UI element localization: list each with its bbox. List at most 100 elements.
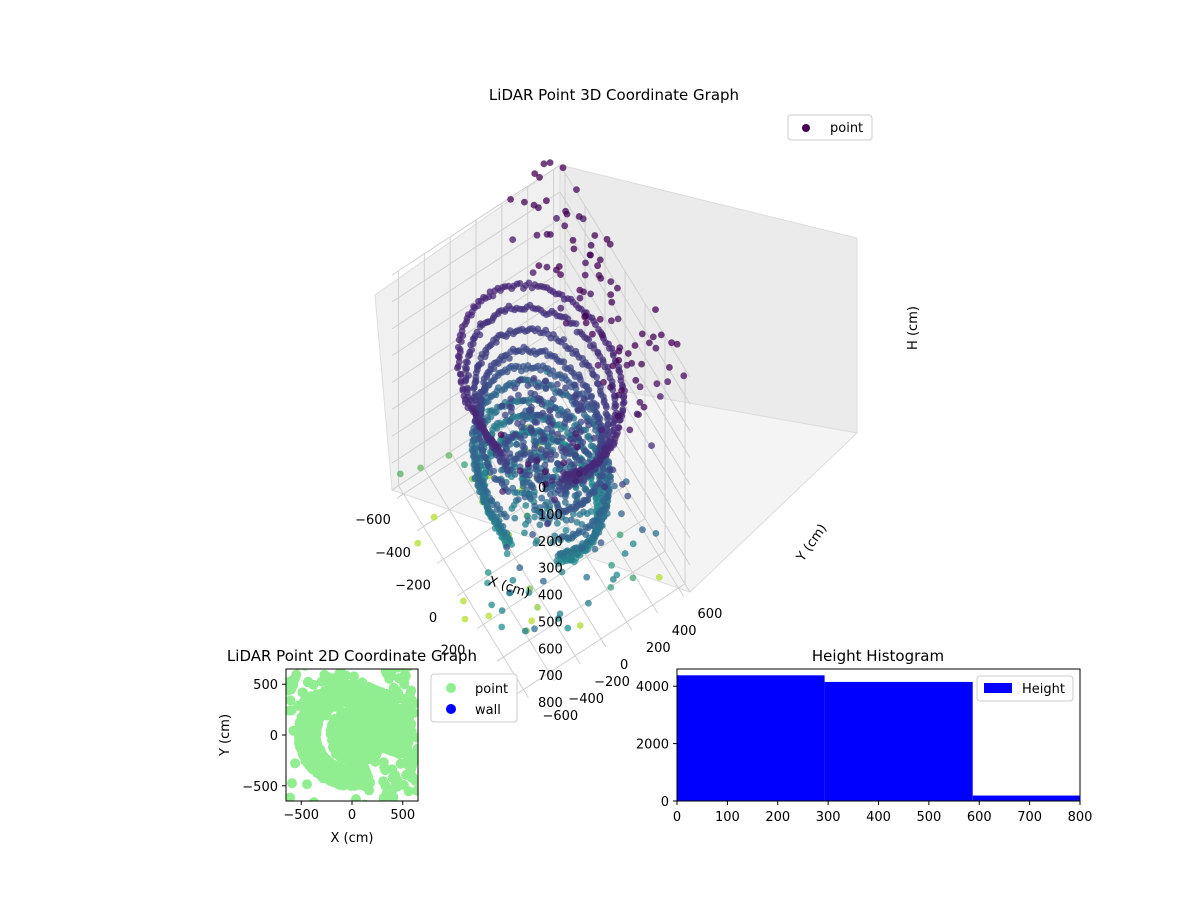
data-point-2d xyxy=(411,732,418,743)
data-point-3d xyxy=(498,623,506,631)
data-point-3d xyxy=(558,568,566,576)
points-2d xyxy=(286,669,418,801)
data-point-3d xyxy=(588,400,596,407)
data-point-3d xyxy=(589,330,596,338)
data-point-3d xyxy=(527,482,535,490)
data-point-3d xyxy=(497,431,505,439)
data-point-3d xyxy=(540,577,547,585)
data-point-3d xyxy=(559,164,567,172)
data-point-3d xyxy=(480,379,487,386)
data-point-3d xyxy=(569,439,577,447)
data-point-3d xyxy=(557,444,565,452)
data-point-3d xyxy=(455,336,463,344)
data-point-3d xyxy=(516,376,524,384)
data-point-3d xyxy=(554,487,562,494)
data-point-3d xyxy=(484,579,491,587)
data-point-3d xyxy=(537,509,545,517)
data-point-3d xyxy=(548,477,556,485)
data-point-3d xyxy=(606,466,614,474)
data-point-3d xyxy=(599,358,607,366)
data-point-3d xyxy=(477,354,485,362)
data-point-2d xyxy=(286,705,295,716)
data-point-3d xyxy=(539,409,547,417)
data-point-3d xyxy=(556,550,564,558)
data-point-3d xyxy=(570,245,578,253)
data-point-3d xyxy=(582,259,589,267)
data-point-2d xyxy=(290,758,301,769)
data-point-3d xyxy=(474,472,482,479)
data-point-3d xyxy=(556,610,564,618)
data-point-3d xyxy=(591,232,599,239)
data-point-3d xyxy=(652,530,660,537)
data-point-3d xyxy=(547,456,555,463)
data-point-3d xyxy=(593,410,601,418)
data-point-3d xyxy=(480,452,488,460)
grid-line-z xyxy=(391,164,561,276)
data-point-2d xyxy=(388,792,399,801)
data-point-3d xyxy=(528,427,536,435)
data-point-3d xyxy=(636,383,644,391)
data-point-3d xyxy=(585,432,592,440)
legend-3d-box xyxy=(787,114,873,141)
data-point-3d xyxy=(595,510,603,517)
data-point-3d xyxy=(396,470,404,478)
y-tick-label: −200 xyxy=(594,675,630,690)
data-point-3d xyxy=(591,545,599,553)
data-point-3d xyxy=(606,344,613,352)
data-point-3d xyxy=(619,481,626,488)
data-point-3d xyxy=(597,390,605,398)
y-axis-3d-label: Y (cm) xyxy=(793,521,830,565)
data-point-3d xyxy=(577,376,584,384)
data-point-3d xyxy=(509,236,517,244)
data-point-3d xyxy=(567,516,575,524)
data-point-3d xyxy=(562,384,569,392)
data-point-3d xyxy=(509,576,517,584)
data-point-3d xyxy=(454,364,461,372)
data-point-2d xyxy=(316,676,327,687)
grid-line-z xyxy=(559,352,691,566)
grid-line-z xyxy=(391,191,561,303)
histogram-y-axis: 0 2000 4000 xyxy=(636,680,677,810)
data-point-3d xyxy=(608,298,616,306)
data-point-3d xyxy=(555,460,562,468)
data-point-3d xyxy=(493,506,501,513)
z-tick-label: 400 xyxy=(538,589,563,604)
data-point-2d xyxy=(334,779,345,790)
x-axis-3d-label: X (cm) xyxy=(486,574,532,602)
data-point-3d xyxy=(522,520,529,528)
data-point-3d xyxy=(609,352,617,359)
data-point-3d xyxy=(554,519,561,527)
legend-3d: point xyxy=(787,114,873,141)
data-point-3d xyxy=(608,317,615,325)
data-point-3d xyxy=(528,617,535,625)
data-point-3d xyxy=(575,456,583,464)
data-point-3d xyxy=(460,597,467,605)
data-point-3d xyxy=(476,435,484,443)
data-point-3d xyxy=(546,370,554,378)
data-point-3d xyxy=(470,385,477,392)
data-point-3d xyxy=(484,569,492,576)
data-point-3d xyxy=(534,383,542,391)
data-point-3d xyxy=(649,333,657,341)
data-point-3d xyxy=(656,393,664,400)
data-point-3d xyxy=(576,294,584,302)
data-point-3d xyxy=(517,434,525,442)
data-point-3d xyxy=(513,489,521,497)
grid-line-y xyxy=(449,451,581,665)
data-point-3d xyxy=(464,404,472,411)
data-point-3d xyxy=(537,472,544,480)
data-point-3d xyxy=(657,331,665,339)
data-point-3d xyxy=(594,361,602,369)
data-point-3d xyxy=(475,483,482,490)
data-point-3d xyxy=(507,395,515,403)
y-tick-label: 500 xyxy=(253,678,278,693)
data-point-3d xyxy=(572,430,580,437)
data-point-3d xyxy=(561,364,569,371)
x-tick-label: 600 xyxy=(967,810,992,825)
data-point-3d xyxy=(638,330,646,338)
z-axis-3d: 0 100 200 300 400 500 600 700 800 xyxy=(538,481,563,711)
grid-line-z xyxy=(559,164,691,378)
data-point-3d xyxy=(546,159,554,167)
data-point-3d xyxy=(615,356,623,364)
x-tick-label: 300 xyxy=(816,810,841,825)
